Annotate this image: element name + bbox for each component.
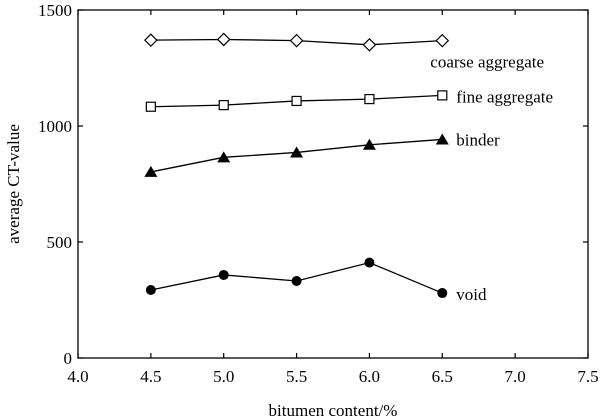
coarse-aggregate-point [289, 33, 304, 48]
fine-aggregate-point [145, 101, 156, 112]
coarse-aggregate-point [216, 32, 231, 47]
x-tick-label: 5.5 [286, 367, 307, 386]
fine-aggregate-point [437, 90, 448, 101]
binder-point [217, 151, 231, 163]
x-tick-label: 5.0 [213, 367, 234, 386]
x-tick-label: 7.0 [505, 367, 526, 386]
y-tick-label: 0 [64, 349, 73, 368]
plot-frame [77, 9, 589, 359]
binder-point [435, 133, 449, 145]
x-tick-label: 7.5 [577, 367, 598, 386]
y-tick-label: 1000 [38, 117, 72, 136]
void-point [364, 257, 375, 268]
coarse-aggregate-point [362, 37, 377, 52]
coarse-aggregate-point [435, 33, 450, 48]
y-tick-label: 1500 [38, 1, 72, 20]
fine-aggregate-label: fine aggregate [456, 87, 553, 106]
y-axis-label: average CT-value [4, 124, 23, 244]
series-labels: coarse aggregate fine aggregate binder void [430, 53, 553, 304]
x-axis-label: bitumen content/% [269, 401, 398, 419]
void-point [291, 275, 302, 286]
binder-label: binder [456, 130, 500, 149]
fine-aggregate-point [364, 93, 375, 105]
void-point [218, 269, 229, 280]
x-tick-label: 4.0 [67, 367, 88, 386]
binder-point [144, 165, 158, 177]
axes: 4.0 4.5 5.0 5.5 6.0 6.5 7.0 7.5 0 500 1000 1500 [38, 1, 599, 386]
coarse-aggregate-label: coarse aggregate [430, 53, 544, 72]
void-label: void [456, 285, 487, 304]
y-tick-label: 500 [47, 233, 73, 252]
fine-aggregate-point [218, 100, 229, 111]
x-tick-label: 6.5 [432, 367, 453, 386]
void-point [437, 288, 448, 299]
x-tick-label: 4.5 [140, 367, 161, 386]
binder-point [290, 146, 304, 158]
fine-aggregate-point [291, 95, 302, 107]
series-group [144, 32, 450, 299]
coarse-aggregate-point [144, 33, 158, 48]
void-point [145, 285, 156, 296]
x-tick-label: 6.0 [359, 367, 380, 386]
binder-point [362, 138, 376, 150]
